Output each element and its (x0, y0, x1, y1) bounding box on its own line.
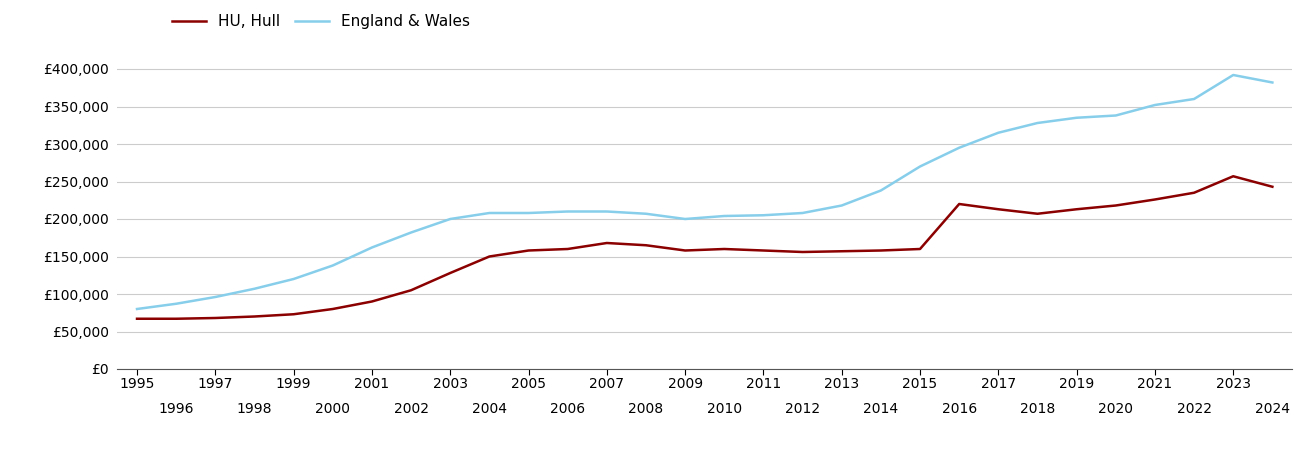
England & Wales (1069, 115, 1084, 121)
HU, Hull (442, 270, 458, 276)
England & Wales (403, 230, 419, 235)
HU, Hull (286, 311, 301, 317)
England & Wales (129, 306, 145, 312)
England & Wales (1186, 96, 1202, 102)
England & Wales (1030, 120, 1045, 126)
HU, Hull (990, 207, 1006, 212)
HU, Hull (1186, 190, 1202, 195)
HU, Hull (247, 314, 262, 319)
HU, Hull (1225, 174, 1241, 179)
England & Wales (677, 216, 693, 222)
HU, Hull (873, 248, 889, 253)
HU, Hull (482, 254, 497, 259)
England & Wales (1147, 102, 1163, 108)
Line: England & Wales: England & Wales (137, 75, 1272, 309)
England & Wales (168, 301, 184, 306)
HU, Hull (795, 249, 810, 255)
HU, Hull (599, 240, 615, 246)
England & Wales (599, 209, 615, 214)
HU, Hull (716, 246, 732, 252)
HU, Hull (912, 246, 928, 252)
England & Wales (873, 188, 889, 193)
HU, Hull (364, 299, 380, 304)
HU, Hull (403, 288, 419, 293)
England & Wales (207, 294, 223, 300)
HU, Hull (521, 248, 536, 253)
HU, Hull (1108, 203, 1124, 208)
England & Wales (482, 210, 497, 216)
England & Wales (990, 130, 1006, 135)
HU, Hull (325, 306, 341, 312)
England & Wales (521, 210, 536, 216)
HU, Hull (638, 243, 654, 248)
HU, Hull (834, 248, 850, 254)
Line: HU, Hull: HU, Hull (137, 176, 1272, 319)
England & Wales (286, 276, 301, 282)
HU, Hull (1069, 207, 1084, 212)
HU, Hull (129, 316, 145, 321)
England & Wales (1108, 113, 1124, 118)
England & Wales (442, 216, 458, 222)
HU, Hull (168, 316, 184, 321)
HU, Hull (560, 246, 576, 252)
HU, Hull (1265, 184, 1280, 189)
England & Wales (560, 209, 576, 214)
England & Wales (834, 203, 850, 208)
England & Wales (951, 145, 967, 150)
HU, Hull (207, 315, 223, 321)
England & Wales (1225, 72, 1241, 78)
England & Wales (756, 212, 771, 218)
England & Wales (325, 263, 341, 268)
England & Wales (1265, 80, 1280, 85)
HU, Hull (677, 248, 693, 253)
HU, Hull (1030, 211, 1045, 216)
England & Wales (364, 245, 380, 250)
England & Wales (912, 164, 928, 169)
England & Wales (247, 286, 262, 292)
England & Wales (795, 210, 810, 216)
England & Wales (716, 213, 732, 219)
HU, Hull (756, 248, 771, 253)
England & Wales (638, 211, 654, 216)
HU, Hull (1147, 197, 1163, 202)
HU, Hull (951, 201, 967, 207)
Legend: HU, Hull, England & Wales: HU, Hull, England & Wales (172, 14, 470, 29)
